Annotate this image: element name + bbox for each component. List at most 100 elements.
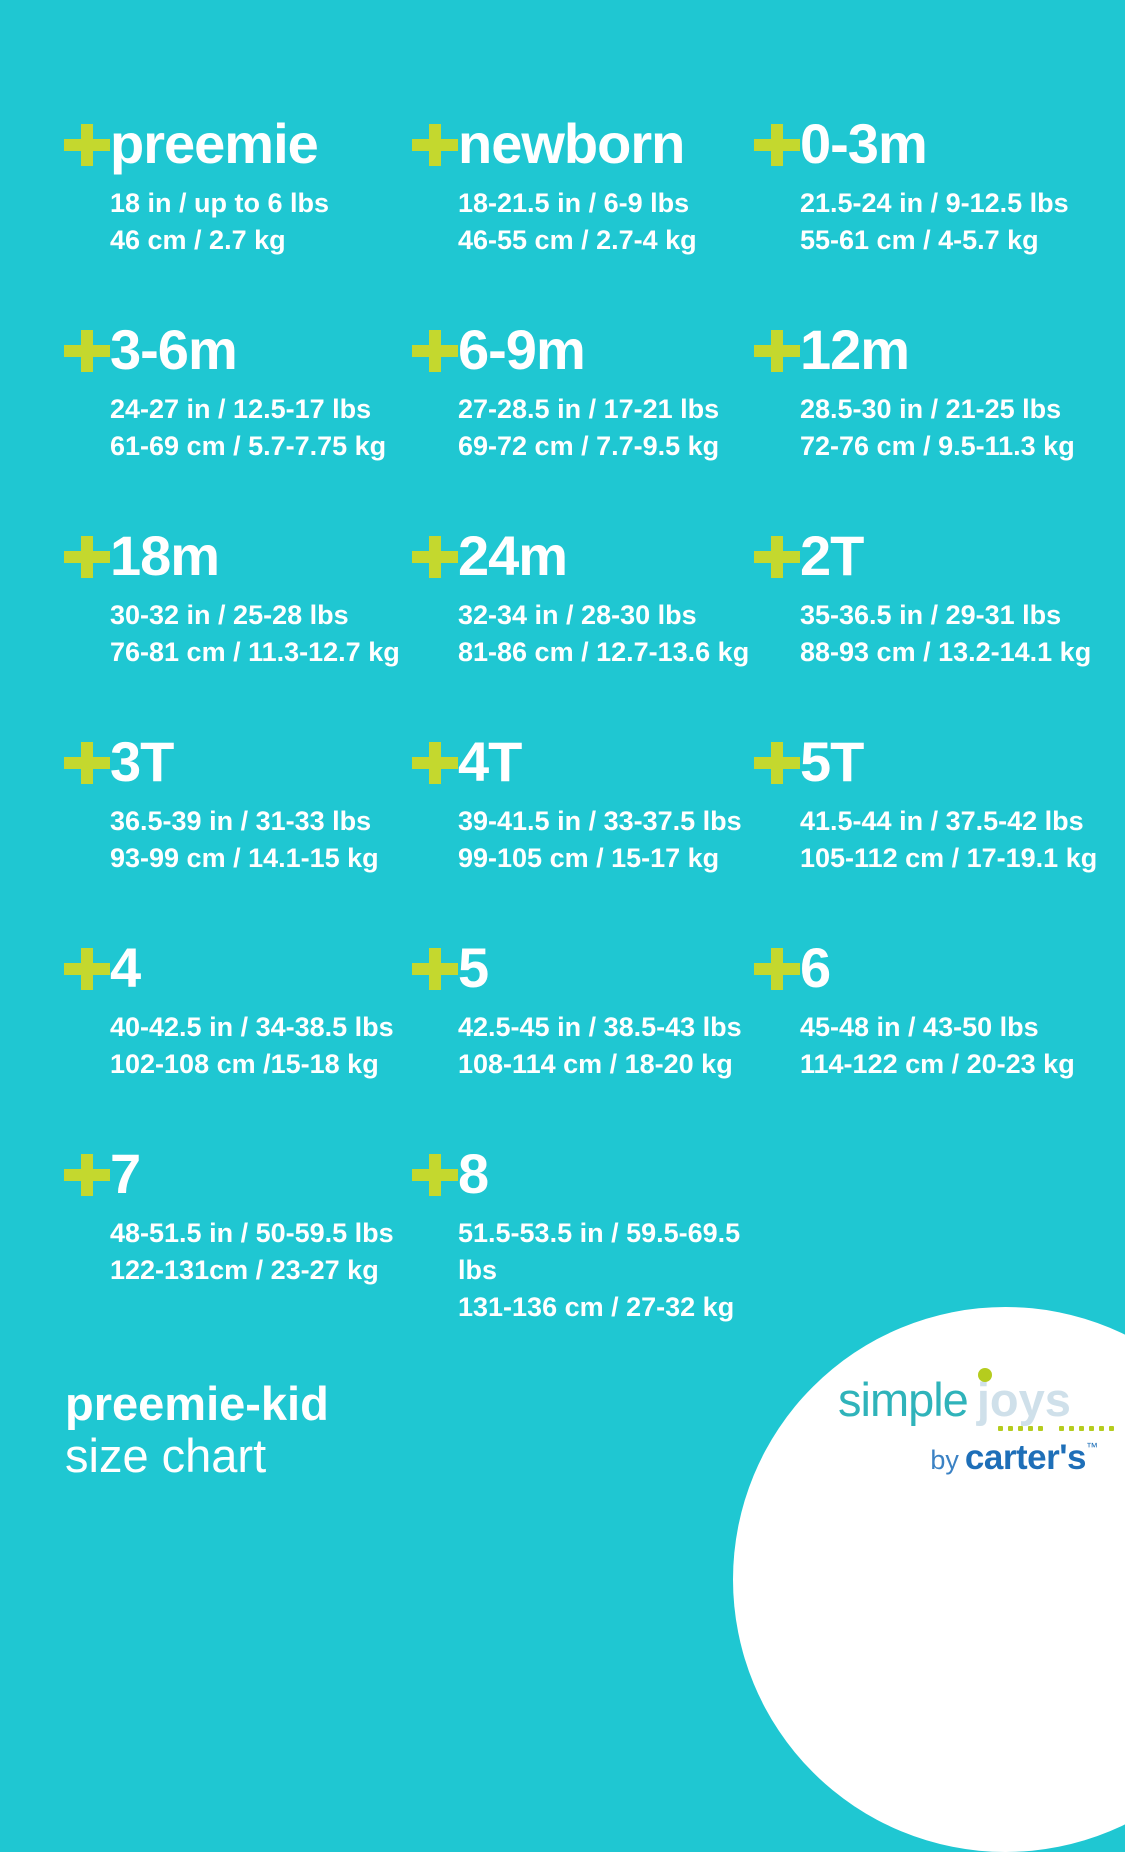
chart-title-block: preemie-kid size chart <box>65 1378 329 1481</box>
plus-icon <box>412 124 458 166</box>
size-chart-page: { "page": { "background_color": "#1fc7d2… <box>64 115 1125 1852</box>
brand-wordmark: simple joys <box>838 1368 1098 1426</box>
brand-word-carters: carter's <box>964 1438 1087 1477</box>
size-cell-5: 5 42.5-45 in / 38.5-43 lbs 108-114 cm / … <box>412 940 754 1146</box>
size-label: 5 <box>458 936 489 999</box>
size-label: 3T <box>110 730 174 793</box>
size-info: 8 51.5-53.5 in / 59.5-69.5 lbs 131-136 c… <box>458 1146 754 1326</box>
size-cell-newborn: newborn 18-21.5 in / 6-9 lbs 46-55 cm / … <box>412 116 754 322</box>
size-label: 6-9m <box>458 318 586 381</box>
size-range-imperial: 41.5-44 in / 37.5-42 lbs <box>800 806 1084 836</box>
plus-icon <box>64 742 110 784</box>
size-label: 5T <box>800 730 864 793</box>
size-range-imperial: 30-32 in / 25-28 lbs <box>110 600 349 630</box>
size-range-imperial: 35-36.5 in / 29-31 lbs <box>800 600 1062 630</box>
size-label: 7 <box>110 1142 141 1205</box>
size-range-metric: 131-136 cm / 27-32 kg <box>458 1292 735 1322</box>
size-cell-4: 4 40-42.5 in / 34-38.5 lbs 102-108 cm /1… <box>64 940 412 1146</box>
size-range-imperial: 18 in / up to 6 lbs <box>110 188 330 218</box>
size-info: 6 45-48 in / 43-50 lbs 114-122 cm / 20-2… <box>800 940 1124 1083</box>
size-range-imperial: 21.5-24 in / 9-12.5 lbs <box>800 188 1069 218</box>
size-cell-3-6m: 3-6m 24-27 in / 12.5-17 lbs 61-69 cm / 5… <box>64 322 412 528</box>
size-range-metric: 72-76 cm / 9.5-11.3 kg <box>800 431 1075 461</box>
size-range-metric: 61-69 cm / 5.7-7.75 kg <box>110 431 387 461</box>
plus-icon <box>754 742 800 784</box>
size-info: 4 40-42.5 in / 34-38.5 lbs 102-108 cm /1… <box>110 940 412 1083</box>
size-label: preemie <box>110 112 319 175</box>
size-info: 4T 39-41.5 in / 33-37.5 lbs 99-105 cm / … <box>458 734 754 877</box>
plus-icon <box>64 948 110 990</box>
plus-icon <box>754 948 800 990</box>
size-range-imperial: 51.5-53.5 in / 59.5-69.5 lbs <box>458 1218 741 1285</box>
size-range-metric: 99-105 cm / 15-17 kg <box>458 843 720 873</box>
size-range-metric: 88-93 cm / 13.2-14.1 kg <box>800 637 1092 667</box>
size-cell-18m: 18m 30-32 in / 25-28 lbs 76-81 cm / 11.3… <box>64 528 412 734</box>
size-cell-3T: 3T 36.5-39 in / 31-33 lbs 93-99 cm / 14.… <box>64 734 412 940</box>
size-cell-7: 7 48-51.5 in / 50-59.5 lbs 122-131cm / 2… <box>64 1146 412 1352</box>
size-info: 7 48-51.5 in / 50-59.5 lbs 122-131cm / 2… <box>110 1146 412 1289</box>
plus-icon <box>64 124 110 166</box>
size-cell-24m: 24m 32-34 in / 28-30 lbs 81-86 cm / 12.7… <box>412 528 754 734</box>
size-cell-12m: 12m 28.5-30 in / 21-25 lbs 72-76 cm / 9.… <box>754 322 1124 528</box>
size-info: 5T 41.5-44 in / 37.5-42 lbs 105-112 cm /… <box>800 734 1124 877</box>
size-range-metric: 55-61 cm / 4-5.7 kg <box>800 225 1039 255</box>
size-range-imperial: 48-51.5 in / 50-59.5 lbs <box>110 1218 394 1248</box>
plus-icon <box>412 948 458 990</box>
size-cell-5T: 5T 41.5-44 in / 37.5-42 lbs 105-112 cm /… <box>754 734 1124 940</box>
plus-icon <box>754 124 800 166</box>
size-cell-8: 8 51.5-53.5 in / 59.5-69.5 lbs 131-136 c… <box>412 1146 754 1352</box>
plus-icon <box>412 536 458 578</box>
plus-icon <box>754 536 800 578</box>
chart-title: preemie-kid <box>65 1377 329 1430</box>
size-cell-6-9m: 6-9m 27-28.5 in / 17-21 lbs 69-72 cm / 7… <box>412 322 754 528</box>
size-range-imperial: 40-42.5 in / 34-38.5 lbs <box>110 1012 394 1042</box>
size-cell-preemie: preemie 18 in / up to 6 lbs 46 cm / 2.7 … <box>64 116 412 322</box>
plus-icon <box>412 330 458 372</box>
chart-subtitle: size chart <box>65 1428 267 1482</box>
size-info: 3-6m 24-27 in / 12.5-17 lbs 61-69 cm / 5… <box>110 322 412 465</box>
size-range-imperial: 28.5-30 in / 21-25 lbs <box>800 394 1062 424</box>
size-range-metric: 108-114 cm / 18-20 kg <box>458 1049 733 1079</box>
joys-letters-oys: oys <box>989 1373 1071 1426</box>
size-label: 3-6m <box>110 318 238 381</box>
dot-group <box>1059 1426 1114 1431</box>
size-range-metric: 105-112 cm / 17-19.1 kg <box>800 843 1098 873</box>
size-cell-4T: 4T 39-41.5 in / 33-37.5 lbs 99-105 cm / … <box>412 734 754 940</box>
brand-word-joys: joys <box>976 1368 1071 1426</box>
brand-word-by: by <box>930 1445 959 1475</box>
size-range-metric: 46 cm / 2.7 kg <box>110 225 286 255</box>
size-label: newborn <box>458 112 685 175</box>
size-range-metric: 46-55 cm / 2.7-4 kg <box>458 225 697 255</box>
brand-logo: simple joys by carter's™ <box>838 1368 1114 1477</box>
brand-byline: by carter's™ <box>838 1438 1098 1478</box>
size-range-metric: 69-72 cm / 7.7-9.5 kg <box>458 431 720 461</box>
size-label: 2T <box>800 524 864 587</box>
size-range-metric: 102-108 cm /15-18 kg <box>110 1049 379 1079</box>
size-label: 18m <box>110 524 220 587</box>
size-cell-6: 6 45-48 in / 43-50 lbs 114-122 cm / 20-2… <box>754 940 1124 1146</box>
size-label: 24m <box>458 524 568 587</box>
size-range-metric: 81-86 cm / 12.7-13.6 kg <box>458 637 750 667</box>
size-label: 0-3m <box>800 112 928 175</box>
size-range-imperial: 27-28.5 in / 17-21 lbs <box>458 394 720 424</box>
size-range-imperial: 39-41.5 in / 33-37.5 lbs <box>458 806 742 836</box>
size-range-metric: 76-81 cm / 11.3-12.7 kg <box>110 637 400 667</box>
size-info: 6-9m 27-28.5 in / 17-21 lbs 69-72 cm / 7… <box>458 322 754 465</box>
plus-icon <box>412 742 458 784</box>
size-range-imperial: 45-48 in / 43-50 lbs <box>800 1012 1039 1042</box>
size-label: 12m <box>800 318 910 381</box>
size-label: 6 <box>800 936 831 999</box>
size-info: 2T 35-36.5 in / 29-31 lbs 88-93 cm / 13.… <box>800 528 1124 671</box>
plus-icon <box>64 1154 110 1196</box>
size-range-imperial: 42.5-45 in / 38.5-43 lbs <box>458 1012 742 1042</box>
size-cell-0-3m: 0-3m 21.5-24 in / 9-12.5 lbs 55-61 cm / … <box>754 116 1124 322</box>
size-label: 4T <box>458 730 522 793</box>
size-info: 5 42.5-45 in / 38.5-43 lbs 108-114 cm / … <box>458 940 754 1083</box>
size-info: 0-3m 21.5-24 in / 9-12.5 lbs 55-61 cm / … <box>800 116 1124 259</box>
joys-j-dot-icon <box>977 1368 992 1382</box>
joys-letter-j: j <box>976 1373 990 1426</box>
plus-icon <box>64 536 110 578</box>
size-cell-2T: 2T 35-36.5 in / 29-31 lbs 88-93 cm / 13.… <box>754 528 1124 734</box>
size-label: 8 <box>458 1142 489 1205</box>
size-info: 18m 30-32 in / 25-28 lbs 76-81 cm / 11.3… <box>110 528 412 671</box>
